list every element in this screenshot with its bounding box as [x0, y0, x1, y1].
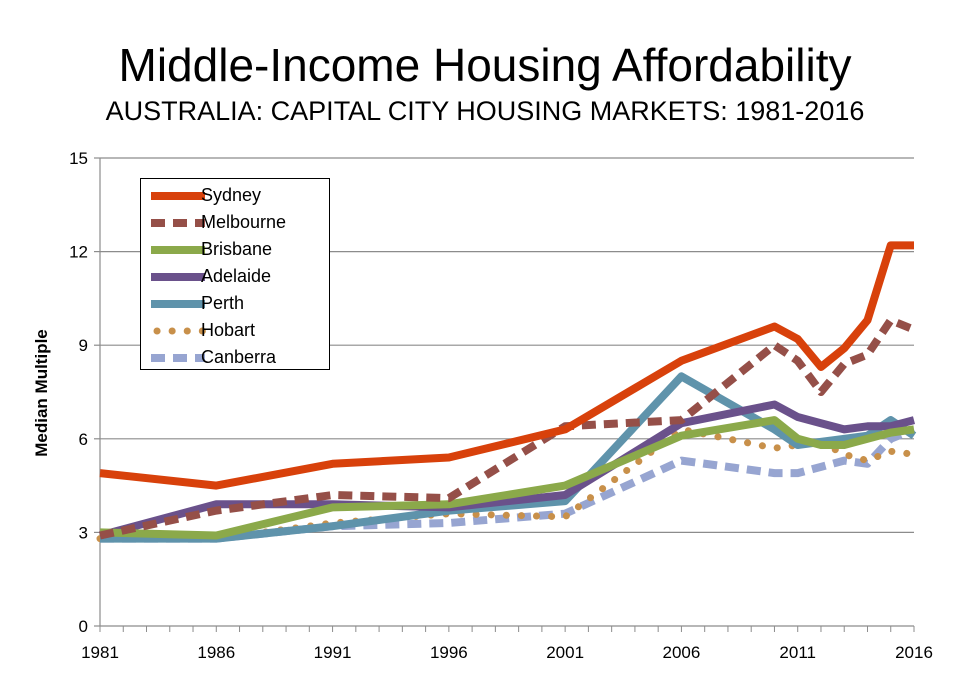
- legend-item-melbourne: Melbourne: [141, 210, 329, 236]
- y-tick-label: 15: [69, 149, 88, 168]
- x-tick-label: 1996: [430, 643, 468, 662]
- chart-title: Middle-Income Housing Affordability: [118, 39, 852, 91]
- legend-label: Adelaide: [201, 266, 272, 286]
- legend-label: Sydney: [201, 185, 262, 205]
- legend-swatch: [151, 192, 205, 200]
- x-tick-label: 2016: [895, 643, 933, 662]
- legend-swatch: [151, 273, 205, 281]
- tick-labels: 0 3 6 9 12 15 1981 1986 1991 1996 2001 2006 2011 2016: [69, 149, 933, 662]
- legend-label: Hobart: [201, 320, 256, 340]
- legend-label: Canberra: [201, 347, 277, 367]
- series-line-brisbane: [99, 416, 915, 540]
- x-tick-label: 1991: [314, 643, 352, 662]
- y-tick-label: 3: [79, 523, 88, 542]
- y-tick-label: 12: [69, 243, 88, 262]
- y-tick-label: 9: [79, 336, 88, 355]
- x-tick-label: 2001: [546, 643, 584, 662]
- legend-label: Melbourne: [201, 212, 287, 232]
- y-axis-label: Median Multiple: [32, 329, 51, 457]
- legend-item-brisbane: Brisbane: [141, 237, 329, 263]
- x-tick-label: 1986: [197, 643, 235, 662]
- legend-swatch: [151, 354, 205, 362]
- x-tick-label: 1981: [81, 643, 119, 662]
- y-tick-label: 6: [79, 430, 88, 449]
- x-tick-label: 2011: [779, 643, 816, 662]
- series-line-sydney: [99, 241, 914, 490]
- series-line-hobart: [96, 425, 918, 543]
- legend-swatch: [151, 246, 205, 254]
- legend: Sydney Melbourne Brisbane Adelaide Perth Hoba…: [140, 178, 330, 370]
- legend-swatch: [151, 300, 205, 308]
- legend-item-hobart: Hobart: [141, 318, 329, 344]
- chart-subtitle: AUSTRALIA: CAPITAL CITY HOUSING MARKETS:…: [105, 96, 865, 126]
- legend-item-sydney: Sydney: [141, 183, 329, 209]
- legend-item-canberra: Canberra: [141, 345, 329, 371]
- axes: [94, 157, 915, 632]
- y-tick-label: 0: [79, 617, 88, 636]
- legend-swatch: [151, 219, 205, 227]
- legend-item-adelaide: Adelaide: [141, 264, 329, 290]
- legend-label: Perth: [201, 293, 245, 313]
- legend-label: Brisbane: [201, 239, 273, 259]
- legend-swatch: [153, 327, 207, 335]
- series-lines: [96, 241, 918, 543]
- x-tick-label: 2006: [663, 643, 701, 662]
- legend-item-perth: Perth: [141, 291, 329, 317]
